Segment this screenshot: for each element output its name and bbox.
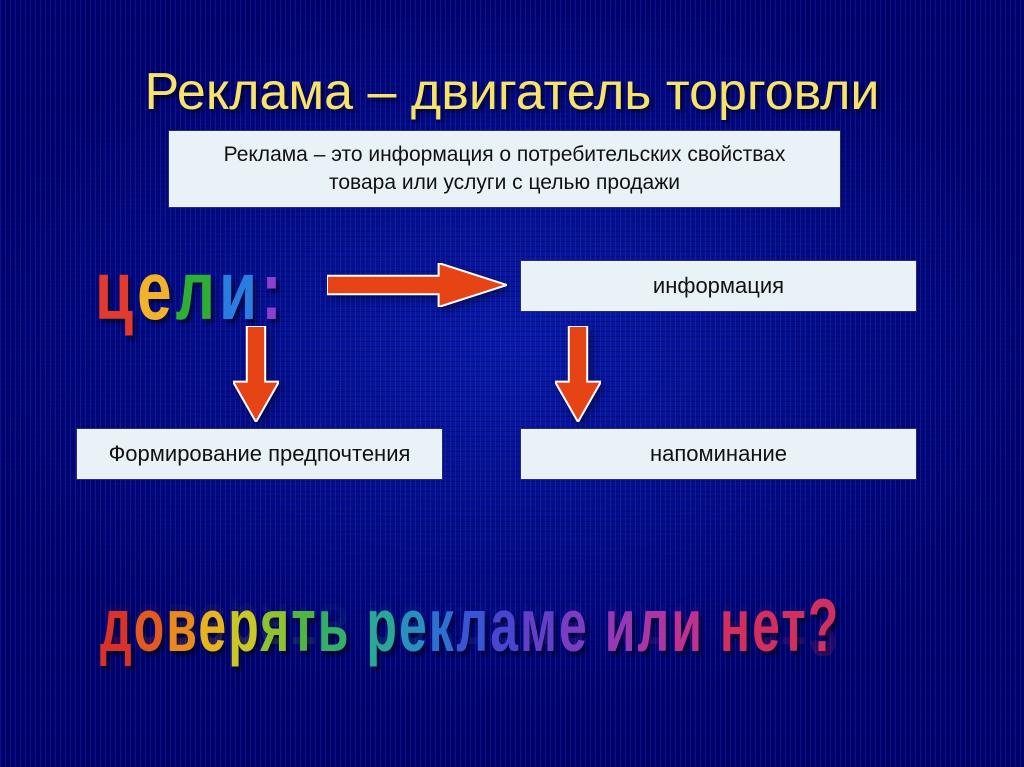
question-label: доверять рекламе или нет? доверять рекла…: [100, 588, 840, 638]
definition-box: Реклама – это информация о потребительск…: [168, 130, 841, 208]
goal-box-reminder: напоминание: [520, 428, 917, 480]
arrow-right-icon: [327, 263, 507, 307]
goals-label: цели:: [95, 250, 286, 334]
arrow-down-right-icon: [555, 326, 601, 422]
definition-text: Реклама – это информация о потребительск…: [199, 141, 810, 198]
question-reflection: доверять рекламе или нет?: [100, 592, 840, 667]
goal-box-reminder-text: напоминание: [650, 441, 787, 467]
arrow-down-left-icon: [233, 326, 279, 422]
slide-root: Реклама – двигатель торговли Реклама – э…: [0, 0, 1024, 767]
slide-title: Реклама – двигатель торговли: [0, 62, 1024, 122]
goal-box-preference-text: Формирование предпочтения: [109, 441, 411, 467]
goal-box-preference: Формирование предпочтения: [76, 428, 443, 480]
goal-box-information-text: информация: [653, 273, 784, 299]
goal-box-information: информация: [520, 260, 917, 312]
